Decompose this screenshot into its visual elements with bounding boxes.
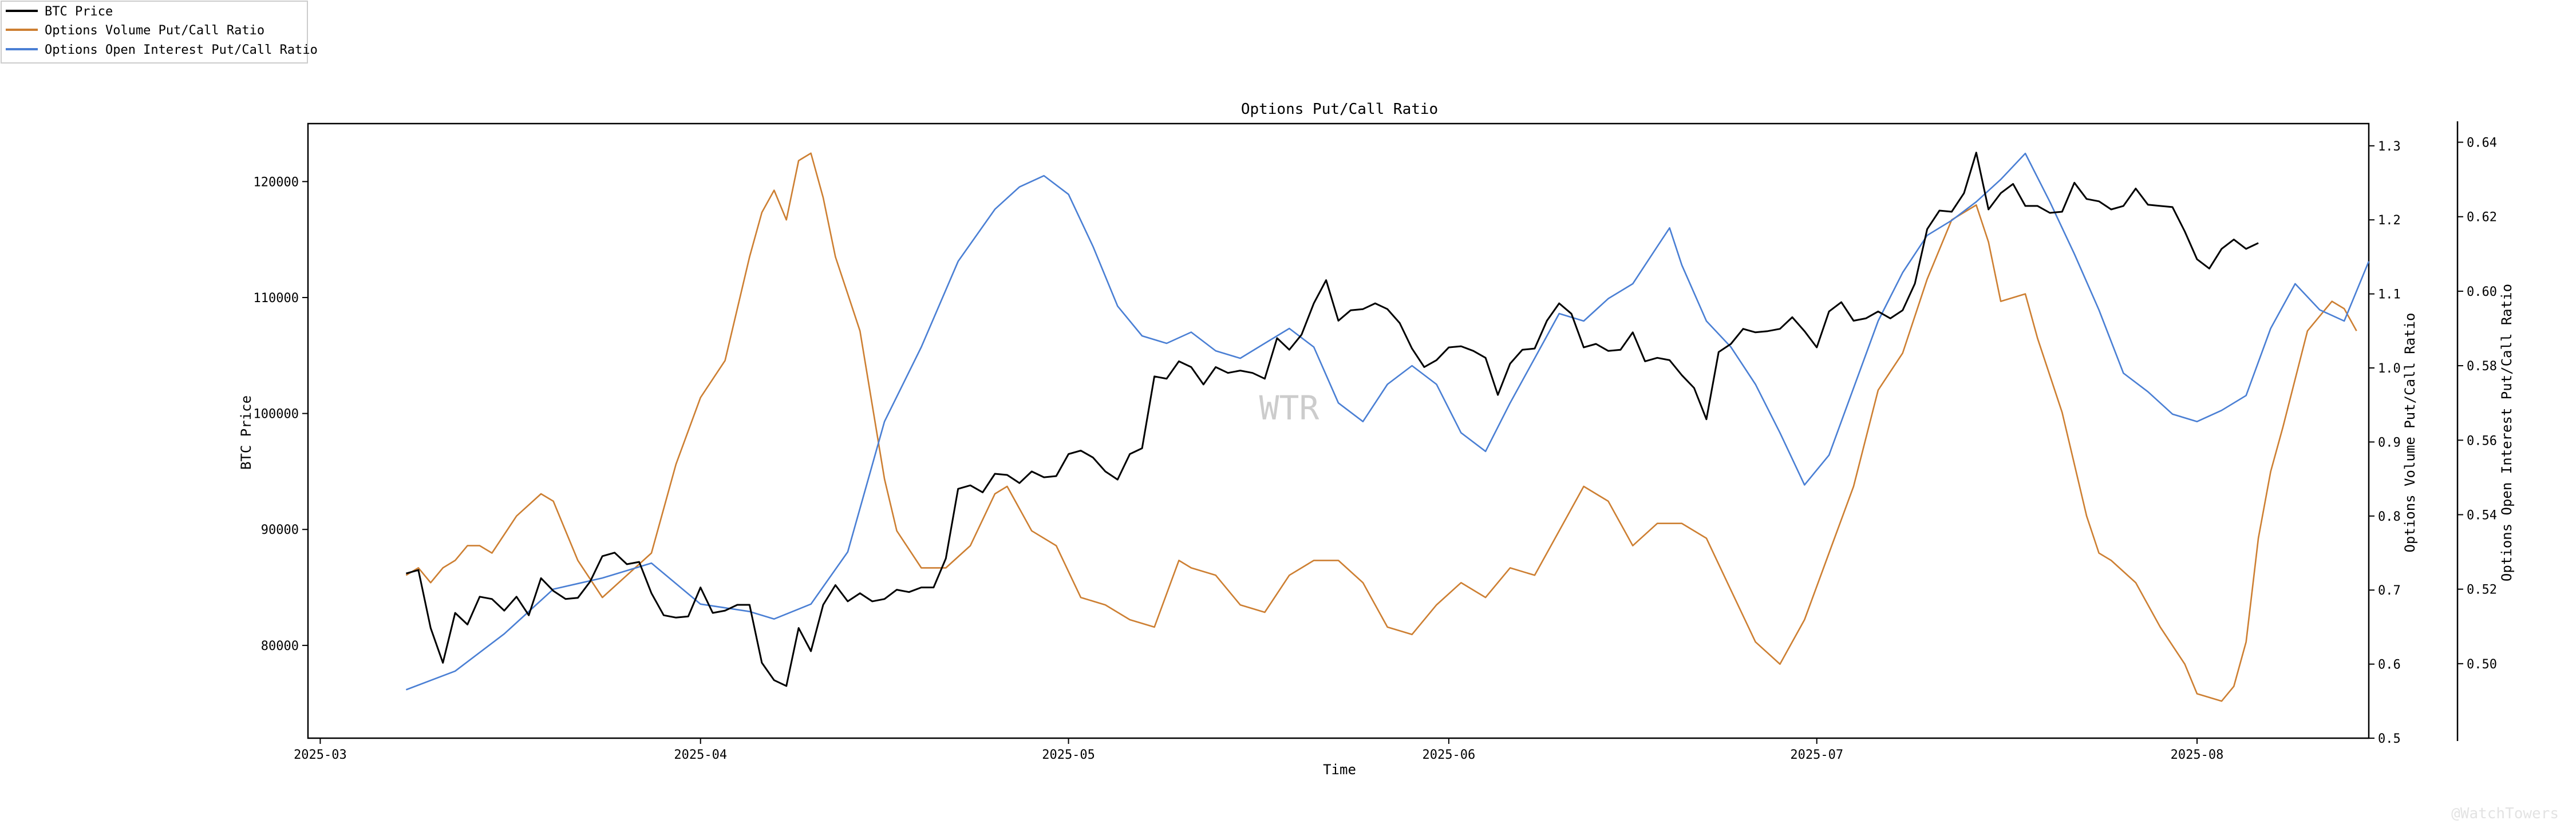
right1-tick-label: 1.1 [2378,288,2401,302]
legend-label-options-volume-put-call-ratio: Options Volume Put/Call Ratio [45,23,264,38]
right2-tick-label: 0.52 [2467,583,2497,597]
left-tick-label: 90000 [261,523,299,537]
x-tick-label: 2025-04 [674,748,727,762]
right1-tick-label: 0.5 [2378,732,2401,746]
series-line-options-open-interest-put-call-ratio [405,152,2370,691]
plot-area [307,122,2370,739]
x-tick-label: 2025-08 [2171,748,2224,762]
series-line-options-volume-put-call-ratio [405,152,2357,702]
right1-tick-label: 1.2 [2378,213,2401,228]
right2-axis-label: Options Open Interest Put/Call Ratio [2499,284,2515,581]
left-tick-label: 110000 [254,291,299,306]
right2-tick-label: 0.58 [2467,359,2497,374]
left-tick-label: 80000 [261,639,299,653]
right1-tick-label: 0.7 [2378,584,2401,598]
watermark: WTR [1259,389,1319,427]
footer-watermark: @WatchTowers [2451,805,2559,822]
right1-tick-label: 1.3 [2378,140,2401,154]
legend-box [1,1,308,64]
x-tick-label: 2025-06 [1422,748,1475,762]
right2-tick-label: 0.62 [2467,211,2497,225]
right2-tick-label: 0.50 [2467,657,2497,672]
chart-title: Options Put/Call Ratio [1241,101,1438,118]
legend: BTC Price Options Volume Put/Call Ratio … [1,1,318,64]
right2-tick-label: 0.60 [2467,285,2497,299]
axis-ticks: 2025-03 2025-04 2025-05 2025-06 2025-07 2025-… [254,136,2497,762]
x-axis-label: Time [1323,762,1356,778]
right1-tick-label: 0.9 [2378,435,2401,450]
series-line-btc-price [405,152,2259,687]
legend-label-options-open-interest-put-call-ratio: Options Open Interest Put/Call Ratio [45,43,318,57]
right2-tick-label: 0.56 [2467,434,2497,448]
left-axis-label: BTC Price [238,395,254,470]
right1-axis-label: Options Volume Put/Call Ratio [2402,312,2418,552]
left-tick-label: 120000 [254,175,299,189]
x-tick-label: 2025-07 [1790,748,1843,762]
series-lines [405,152,2370,702]
x-tick-label: 2025-03 [294,748,347,762]
left-tick-label: 100000 [254,407,299,422]
right1-tick-label: 0.6 [2378,658,2401,672]
right2-tick-label: 0.64 [2467,136,2497,150]
legend-label-btc-price: BTC Price [45,5,113,19]
x-tick-label: 2025-05 [1042,748,1095,762]
right1-tick-label: 1.0 [2378,362,2401,376]
right2-tick-label: 0.54 [2467,508,2497,522]
right1-tick-label: 0.8 [2378,510,2401,524]
